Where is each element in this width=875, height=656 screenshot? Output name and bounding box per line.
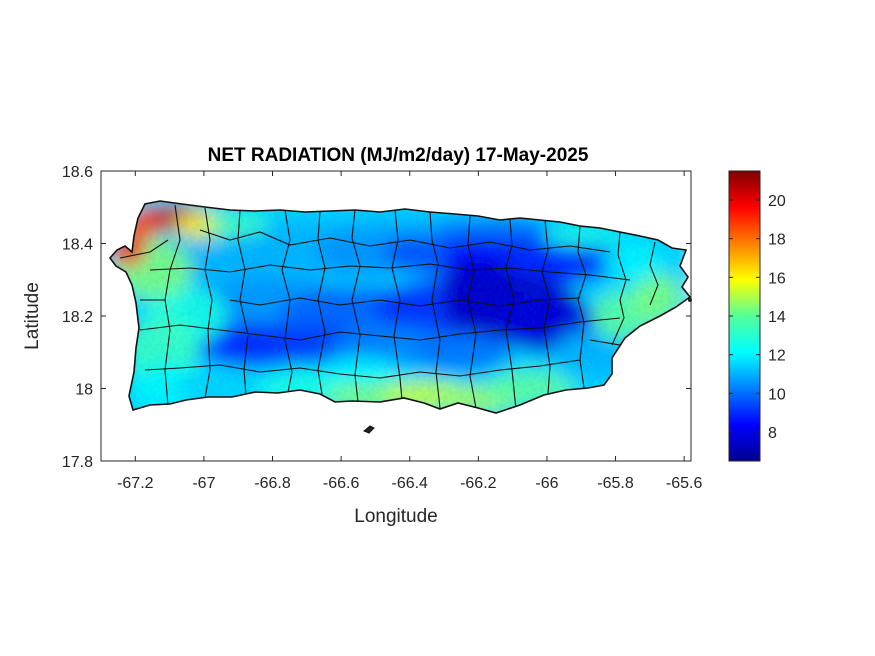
municipality-boundary	[429, 211, 441, 409]
small-islet-east	[688, 298, 692, 302]
colorbar-tick-label: 18	[768, 232, 786, 249]
x-tick-label: -67	[192, 475, 215, 492]
municipality-boundaries	[119, 204, 659, 411]
municipality-boundary	[577, 225, 587, 389]
municipality-boundary	[391, 209, 403, 401]
y-tick-label: 18.2	[62, 309, 93, 326]
y-axis: 17.8 18 18.2 18.4 18.6	[62, 164, 691, 471]
x-tick-label: -65.8	[597, 475, 634, 492]
x-tick-label: -66.2	[460, 475, 497, 492]
municipality-boundary	[229, 297, 581, 307]
municipality-boundary	[611, 231, 627, 346]
municipality-boundary	[119, 239, 169, 259]
y-tick-label: 18.4	[62, 237, 93, 254]
municipality-boundary	[351, 209, 361, 403]
colorbar-tick-label: 10	[768, 386, 786, 403]
municipality-boundary	[144, 359, 581, 379]
y-tick-label: 18	[75, 382, 93, 399]
colorbar-ticks: 8 10 12 14 16 18 20	[729, 193, 786, 442]
colorbar-tick-label: 20	[768, 193, 786, 210]
municipality-boundary	[237, 209, 249, 397]
municipality-boundary	[199, 229, 611, 253]
municipality-boundary	[649, 241, 659, 306]
x-axis: -67.2 -67 -66.8 -66.6 -66.4 -66.2 -66 -65.8 -65.…	[117, 171, 702, 492]
colorbar-tick-label: 12	[768, 348, 786, 365]
municipality-boundary	[505, 219, 517, 411]
x-tick-label: -66	[535, 475, 558, 492]
x-tick-label: -66.6	[323, 475, 360, 492]
x-tick-label: -66.8	[254, 475, 291, 492]
x-axis-label: Longitude	[354, 506, 437, 527]
small-islet	[363, 425, 375, 434]
y-tick-label: 18.6	[62, 164, 93, 181]
x-tick-label: -66.4	[391, 475, 428, 492]
municipality-boundary	[204, 207, 213, 399]
x-tick-label: -67.2	[117, 475, 154, 492]
colorbar-tick-label: 8	[768, 425, 777, 442]
municipality-boundary	[149, 263, 631, 281]
colorbar-tick-label: 16	[768, 270, 786, 287]
colorbar-tick-label: 14	[768, 309, 786, 326]
colorbar	[728, 170, 761, 462]
y-tick-label: 17.8	[62, 454, 93, 471]
municipality-boundary	[139, 317, 621, 341]
x-tick-label: -65.6	[666, 475, 703, 492]
y-axis-label: Latitude	[22, 282, 43, 350]
chart-title: NET RADIATION (MJ/m2/day) 17-May-2025	[208, 145, 589, 166]
